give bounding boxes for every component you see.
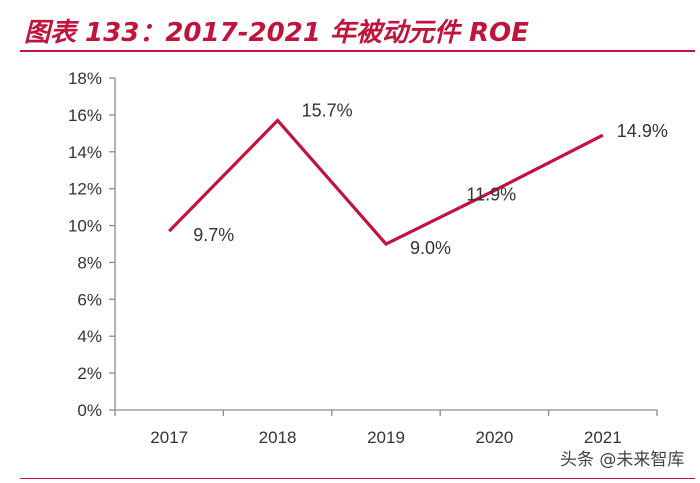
bottom-divider [20,478,695,479]
series-line-roe [168,118,604,246]
x-tick-label: 2018 [259,428,297,447]
watermark-text: 头条 @未来智库 [560,450,685,470]
y-tick-label: 6% [77,290,102,309]
y-tick-label: 4% [77,327,102,346]
x-tick-label: 2020 [475,428,513,447]
y-tick-label: 0% [77,401,102,420]
y-tick-label: 14% [68,143,102,162]
data-label: 14.9% [617,121,668,141]
y-tick-label: 2% [77,364,102,383]
x-tick-label: 2021 [584,428,622,447]
title-divider [20,50,695,52]
y-tick-label: 16% [68,106,102,125]
y-tick-label: 12% [68,180,102,199]
x-tick-label: 2017 [150,428,188,447]
x-tick-label: 2019 [367,428,405,447]
data-label: 15.7% [302,100,353,120]
y-tick-label: 8% [77,253,102,272]
data-label: 9.7% [193,225,234,245]
y-tick-label: 10% [68,217,102,236]
figure-title: 图表 133：2017-2021 年被动元件 ROE [24,18,529,48]
data-label: 11.9% [466,185,516,205]
y-tick-label: 18% [68,69,102,88]
data-label: 9.0% [410,238,451,258]
